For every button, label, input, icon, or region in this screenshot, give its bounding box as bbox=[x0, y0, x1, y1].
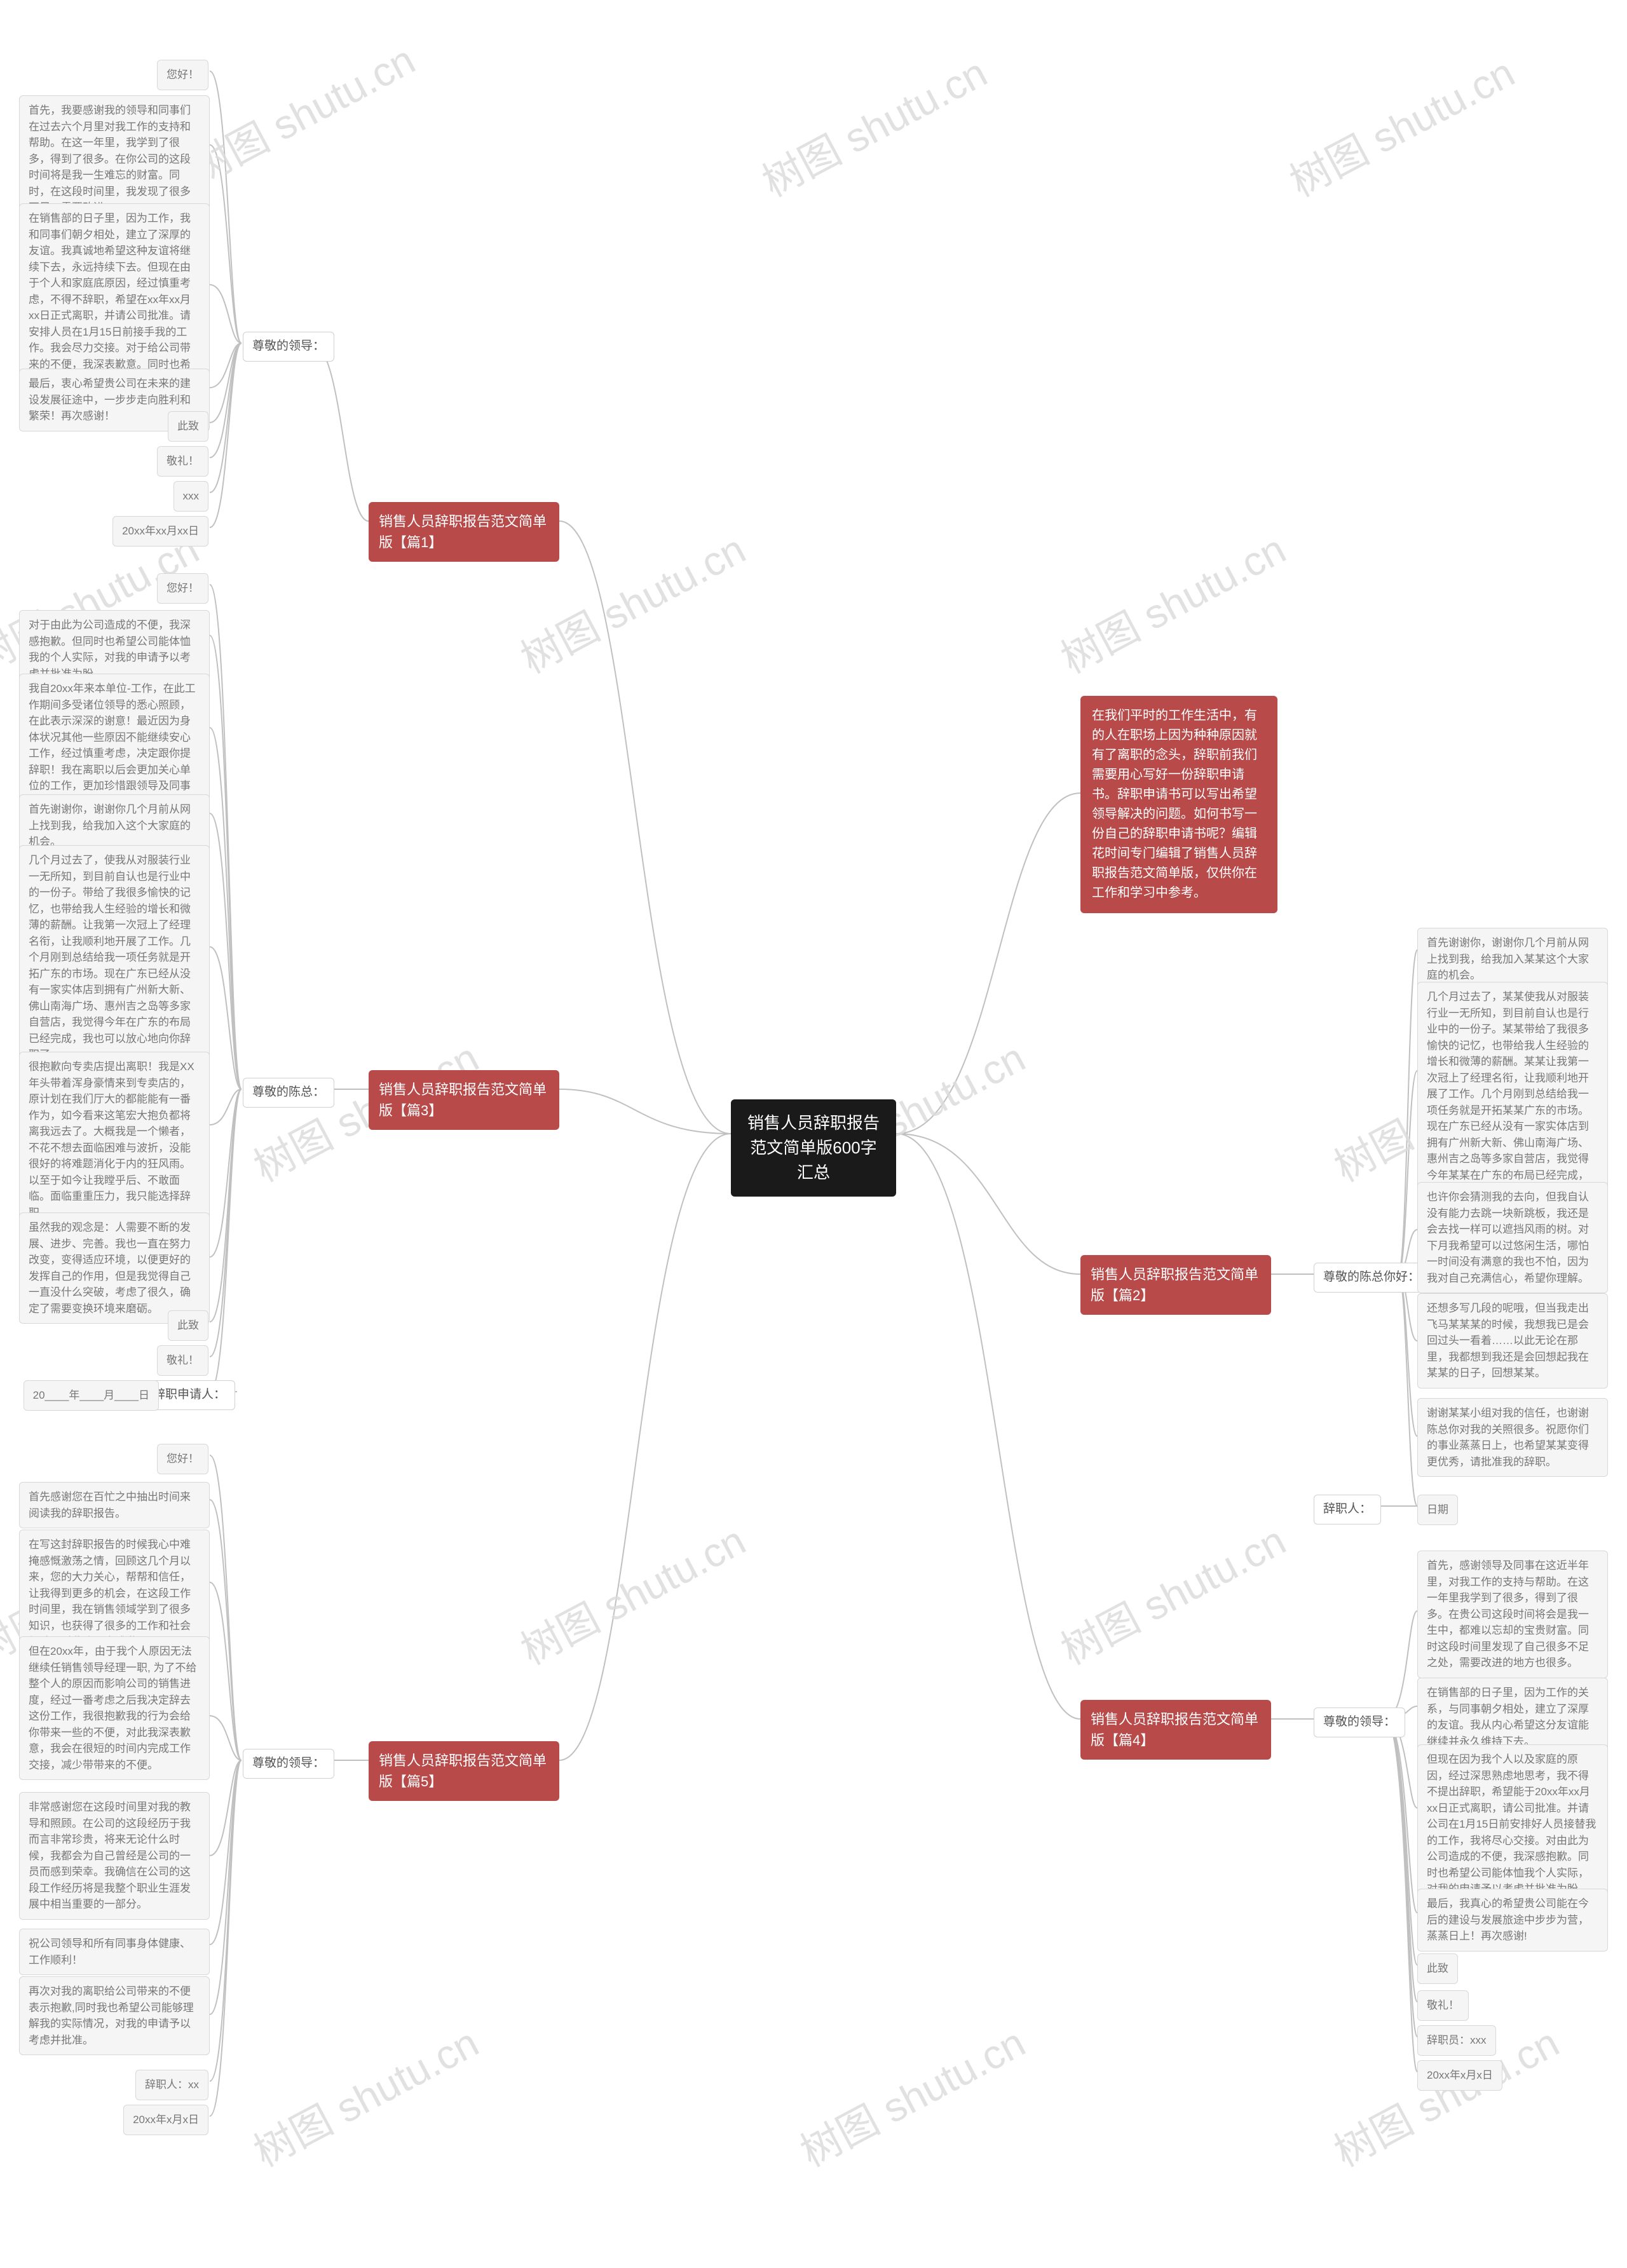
sec1-sub[interactable]: 尊敬的领导： bbox=[243, 332, 334, 362]
sec2-leaf-3[interactable]: 也许你会猜测我的去向，但我自认没有能力去跳一块新跳板，我还是会去找一样可以遮挡风… bbox=[1417, 1182, 1608, 1293]
watermark: 树图 shutu.cn bbox=[1278, 41, 1523, 208]
intro-node[interactable]: 在我们平时的工作生活中，有的人在职场上因为种种原因就有了离职的念头，辞职前我们需… bbox=[1080, 696, 1277, 913]
sec4-leaf-3[interactable]: 但现在因为我个人以及家庭的原因，经过深思熟虑地思考，我不得不提出辞职，希望能于2… bbox=[1417, 1744, 1608, 1905]
sec3-leaf-8[interactable]: 敬礼！ bbox=[157, 1345, 208, 1376]
sec2-sub[interactable]: 尊敬的陈总你好： bbox=[1314, 1263, 1429, 1293]
sec5-leaf-6[interactable]: 再次对我的离职给公司带来的不便表示抱歉,同时我也希望公司能够理解我的实际情况，对… bbox=[19, 1976, 210, 2055]
sec3-leaf-9[interactable]: 20____年____月____日 bbox=[24, 1380, 159, 1411]
section-5[interactable]: 销售人员辞职报告范文简单版【篇5】 bbox=[369, 1741, 559, 1801]
section-3[interactable]: 销售人员辞职报告范文简单版【篇3】 bbox=[369, 1070, 559, 1130]
sec5-sub[interactable]: 尊敬的领导： bbox=[243, 1749, 334, 1779]
watermark: 树图 shutu.cn bbox=[1049, 1509, 1295, 1676]
sec5-leaf-3[interactable]: 但在20xx年，由于我个人原因无法继续任销售领导经理一职, 为了不给整个人的原因… bbox=[19, 1636, 210, 1780]
sec1-leaf-4[interactable]: 此致 bbox=[168, 411, 208, 442]
sec2-sub2[interactable]: 辞职人： bbox=[1314, 1495, 1381, 1524]
section-1[interactable]: 销售人员辞职报告范文简单版【篇1】 bbox=[369, 502, 559, 562]
sec4-leaf-1[interactable]: 首先，感谢领导及同事在这近半年里，对我工作的支持与帮助。在这一年里我学到了很多，… bbox=[1417, 1551, 1608, 1678]
sec5-leaf-4[interactable]: 非常感谢您在这段时间里对我的教导和照顾。在公司的这段经历于我而言非常珍贵，将来无… bbox=[19, 1792, 210, 1920]
sec4-leaf-4[interactable]: 最后，我真心的希望贵公司能在今后的建设与发展旅途中步步为营，蒸蒸日上！再次感谢! bbox=[1417, 1889, 1608, 1952]
sec3-leaf-7[interactable]: 此致 bbox=[168, 1310, 208, 1341]
watermark: 树图 shutu.cn bbox=[242, 2011, 487, 2178]
sec3-leaf-0[interactable]: 您好！ bbox=[157, 573, 208, 604]
sec1-leaf-6[interactable]: xxx bbox=[174, 481, 209, 512]
sec2-leaf-1[interactable]: 首先谢谢你，谢谢你几个月前从网上找到我，给我加入某某这个大家庭的机会。 bbox=[1417, 928, 1608, 991]
section-2[interactable]: 销售人员辞职报告范文简单版【篇2】 bbox=[1080, 1255, 1271, 1315]
sec2-leaf-4[interactable]: 还想多写几段的呢哦，但当我走出飞马某某某的时候，我想我已是会回过头一看着……以此… bbox=[1417, 1293, 1608, 1389]
watermark: 树图 shutu.cn bbox=[179, 28, 424, 195]
sec4-sub[interactable]: 尊敬的领导： bbox=[1314, 1708, 1405, 1737]
sec5-leaf-5[interactable]: 祝公司领导和所有同事身体健康、工作顺利！ bbox=[19, 1929, 210, 1975]
sec1-leaf-7[interactable]: 20xx年xx月xx日 bbox=[112, 516, 208, 547]
sec1-leaf-0[interactable]: 您好！ bbox=[157, 60, 208, 90]
sec2-leaf-2[interactable]: 几个月过去了，某某使我从对服装行业一无所知，到目前自认也是行业中的一份子。某某带… bbox=[1417, 982, 1608, 1207]
sec3-sub[interactable]: 尊敬的陈总： bbox=[243, 1078, 334, 1108]
sec5-leaf-0[interactable]: 您好！ bbox=[157, 1444, 208, 1474]
sec3-leaf-4[interactable]: 几个月过去了，使我从对服装行业一无所知，到目前自认也是行业中的一份子。带给了我很… bbox=[19, 845, 210, 1070]
sec4-leaf-6[interactable]: 敬礼！ bbox=[1417, 1990, 1469, 2021]
sec3-leaf-5[interactable]: 很抱歉向专卖店提出离职！我是XX年头带着浑身豪情来到专卖店的，原计划在我们厅大的… bbox=[19, 1052, 210, 1228]
sec5-leaf-8[interactable]: 20xx年x月x日 bbox=[123, 2105, 208, 2135]
sec5-leaf-7[interactable]: 辞职人：xx bbox=[135, 2070, 208, 2100]
sec2-leaf-5[interactable]: 谢谢某某小组对我的信任，也谢谢陈总你对我的关照很多。祝愿你们的事业蒸蒸日上，也希… bbox=[1417, 1398, 1608, 1477]
sec4-leaf-5[interactable]: 此致 bbox=[1417, 1953, 1458, 1984]
sec1-leaf-5[interactable]: 敬礼！ bbox=[157, 446, 208, 477]
watermark: 树图 shutu.cn bbox=[1049, 517, 1295, 684]
sec3-leaf-6[interactable]: 虽然我的观念是：人需要不断的发展、进步、完善。我也一直在努力改变，变得适应环境，… bbox=[19, 1212, 210, 1324]
watermark: 树图 shutu.cn bbox=[789, 2011, 1034, 2178]
watermark: 树图 shutu.cn bbox=[751, 41, 996, 208]
sec4-leaf-8[interactable]: 20xx年x月x日 bbox=[1417, 2060, 1502, 2091]
root-node[interactable]: 销售人员辞职报告范文简单版600字汇总 bbox=[731, 1099, 896, 1197]
mindmap-canvas: 树图 shutu.cn 树图 shutu.cn 树图 shutu.cn 树图 s… bbox=[0, 0, 1627, 2268]
sec5-leaf-1[interactable]: 首先感谢您在百忙之中抽出时间来阅读我的辞职报告。 bbox=[19, 1482, 210, 1528]
sec4-leaf-7[interactable]: 辞职员：xxx bbox=[1417, 2025, 1496, 2056]
sec2-leaf-6[interactable]: 日期 bbox=[1417, 1495, 1458, 1525]
section-4[interactable]: 销售人员辞职报告范文简单版【篇4】 bbox=[1080, 1700, 1271, 1760]
watermark: 树图 shutu.cn bbox=[509, 1509, 754, 1676]
